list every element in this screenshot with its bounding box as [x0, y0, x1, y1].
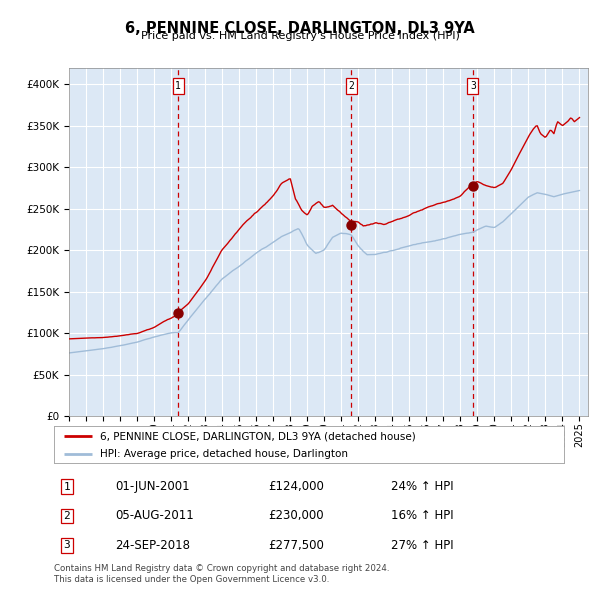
Text: 24% ↑ HPI: 24% ↑ HPI: [391, 480, 453, 493]
Text: 27% ↑ HPI: 27% ↑ HPI: [391, 539, 453, 552]
Text: Price paid vs. HM Land Registry's House Price Index (HPI): Price paid vs. HM Land Registry's House …: [140, 31, 460, 41]
Text: 6, PENNINE CLOSE, DARLINGTON, DL3 9YA: 6, PENNINE CLOSE, DARLINGTON, DL3 9YA: [125, 21, 475, 35]
Text: £230,000: £230,000: [268, 509, 324, 523]
Text: 2: 2: [64, 511, 70, 521]
Text: £124,000: £124,000: [268, 480, 324, 493]
Text: Contains HM Land Registry data © Crown copyright and database right 2024.: Contains HM Land Registry data © Crown c…: [54, 564, 389, 573]
Text: This data is licensed under the Open Government Licence v3.0.: This data is licensed under the Open Gov…: [54, 575, 329, 584]
Text: 16% ↑ HPI: 16% ↑ HPI: [391, 509, 453, 523]
Text: 1: 1: [64, 482, 70, 491]
Text: HPI: Average price, detached house, Darlington: HPI: Average price, detached house, Darl…: [100, 449, 348, 459]
Text: 01-JUN-2001: 01-JUN-2001: [115, 480, 190, 493]
Text: 1: 1: [175, 81, 181, 91]
Text: 3: 3: [470, 81, 476, 91]
Text: 2: 2: [349, 81, 354, 91]
Text: 05-AUG-2011: 05-AUG-2011: [115, 509, 194, 523]
Text: 24-SEP-2018: 24-SEP-2018: [115, 539, 190, 552]
Text: 6, PENNINE CLOSE, DARLINGTON, DL3 9YA (detached house): 6, PENNINE CLOSE, DARLINGTON, DL3 9YA (d…: [100, 431, 416, 441]
Text: £277,500: £277,500: [268, 539, 324, 552]
Text: 3: 3: [64, 540, 70, 550]
